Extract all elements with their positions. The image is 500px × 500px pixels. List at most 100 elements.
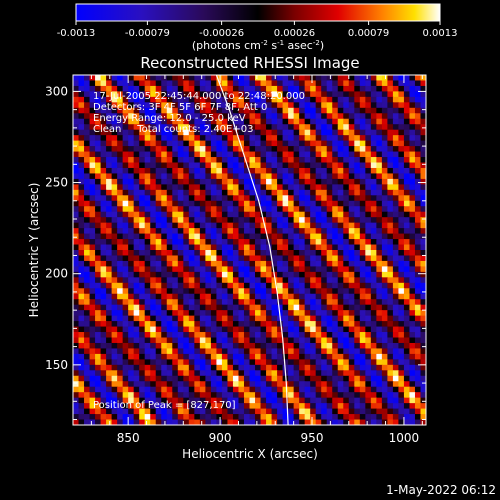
heatmap-cell <box>326 184 333 191</box>
heatmap-cell <box>210 178 218 185</box>
heatmap-cell <box>255 332 262 339</box>
heatmap-cell <box>326 277 333 284</box>
heatmap-cell <box>376 85 383 93</box>
heatmap-cell <box>188 102 195 109</box>
heatmap-cell <box>332 282 339 289</box>
heatmap-cell <box>210 157 218 164</box>
heatmap-cell <box>161 342 168 350</box>
heatmap-cell <box>111 146 118 153</box>
heatmap-cell <box>227 255 234 262</box>
heatmap-cell <box>310 260 317 268</box>
heatmap-cell <box>299 304 306 311</box>
heatmap-cell <box>227 359 234 366</box>
heatmap-cell <box>188 397 195 404</box>
heatmap-cell <box>343 173 350 180</box>
heatmap-cell <box>73 375 80 382</box>
heatmap-cell <box>321 135 328 142</box>
heatmap-cell <box>343 184 350 191</box>
heatmap-cell <box>387 375 394 382</box>
heatmap-cell <box>343 239 350 246</box>
heatmap-cell <box>139 315 146 322</box>
heatmap-cell <box>78 146 85 153</box>
heatmap-cell <box>73 173 80 180</box>
heatmap-cell <box>144 102 151 109</box>
heatmap-cell <box>216 260 223 268</box>
heatmap-cell <box>299 91 306 98</box>
heatmap-cell <box>271 157 278 164</box>
heatmap-cell <box>271 337 278 344</box>
heatmap-cell <box>288 293 295 300</box>
heatmap-cell <box>387 342 394 350</box>
heatmap-cell <box>95 299 102 306</box>
heatmap-cell <box>111 107 118 114</box>
heatmap-cell <box>403 337 411 344</box>
heatmap-cell <box>282 299 289 306</box>
heatmap-cell <box>122 184 129 191</box>
heatmap-cell <box>177 375 184 382</box>
heatmap-cell <box>177 408 184 415</box>
heatmap-cell <box>100 255 107 262</box>
heatmap-cell <box>199 124 206 131</box>
heatmap-cell <box>365 222 372 229</box>
heatmap-cell <box>161 255 168 262</box>
heatmap-cell <box>172 228 179 235</box>
heatmap-cell <box>266 184 273 191</box>
heatmap-cell <box>365 157 372 164</box>
heatmap-cell <box>73 392 80 399</box>
heatmap-cell <box>139 135 146 142</box>
heatmap-cell <box>376 217 383 224</box>
heatmap-cell <box>255 299 262 306</box>
heatmap-cell <box>310 326 317 333</box>
heatmap-cell <box>177 277 184 284</box>
heatmap-cell <box>332 75 339 82</box>
heatmap-cell <box>89 321 96 328</box>
heatmap-cell <box>381 129 388 136</box>
heatmap-cell <box>150 315 157 322</box>
heatmap-cell <box>299 359 306 366</box>
heatmap-cell <box>150 364 157 371</box>
heatmap-cell <box>359 80 366 87</box>
heatmap-cell <box>183 414 190 421</box>
heatmap-cell <box>221 228 229 235</box>
heatmap-cell <box>332 293 339 300</box>
heatmap-cell <box>409 140 416 147</box>
heatmap-cell <box>111 293 118 300</box>
heatmap-cell <box>277 370 284 377</box>
heatmap-cell <box>365 91 372 98</box>
heatmap-cell <box>392 310 400 317</box>
heatmap-cell <box>365 332 372 339</box>
heatmap-cell <box>205 200 212 207</box>
heatmap-cell <box>232 277 240 284</box>
heatmap-cell <box>359 91 366 98</box>
heatmap-cell <box>144 408 151 415</box>
heatmap-cell <box>89 299 96 306</box>
heatmap-cell <box>359 228 366 235</box>
heatmap-cell <box>227 162 234 169</box>
heatmap-cell <box>89 288 96 295</box>
heatmap-cell <box>282 288 289 295</box>
heatmap-cell <box>277 321 284 328</box>
heatmap-cell <box>354 228 361 235</box>
heatmap-cell <box>255 211 262 218</box>
heatmap-cell <box>144 288 151 295</box>
heatmap-cell <box>166 332 173 339</box>
heatmap-cell <box>183 157 190 164</box>
heatmap-cell <box>227 178 234 185</box>
heatmap-cell <box>161 299 168 306</box>
heatmap-cell <box>381 408 388 415</box>
heatmap-cell <box>420 211 426 218</box>
heatmap-cell <box>139 255 146 262</box>
heatmap-cell <box>387 260 394 268</box>
heatmap-cell <box>139 222 146 229</box>
heatmap-cell <box>414 266 422 273</box>
heatmap-cell <box>271 211 278 218</box>
heatmap-cell <box>343 364 350 371</box>
heatmap-cell <box>403 233 411 240</box>
heatmap-cell <box>100 277 107 284</box>
heatmap-cell <box>133 173 140 180</box>
heatmap-cell <box>144 381 151 388</box>
heatmap-cell <box>183 140 190 147</box>
heatmap-cell <box>348 414 355 421</box>
heatmap-cell <box>100 392 107 399</box>
heatmap-cell <box>293 85 300 93</box>
